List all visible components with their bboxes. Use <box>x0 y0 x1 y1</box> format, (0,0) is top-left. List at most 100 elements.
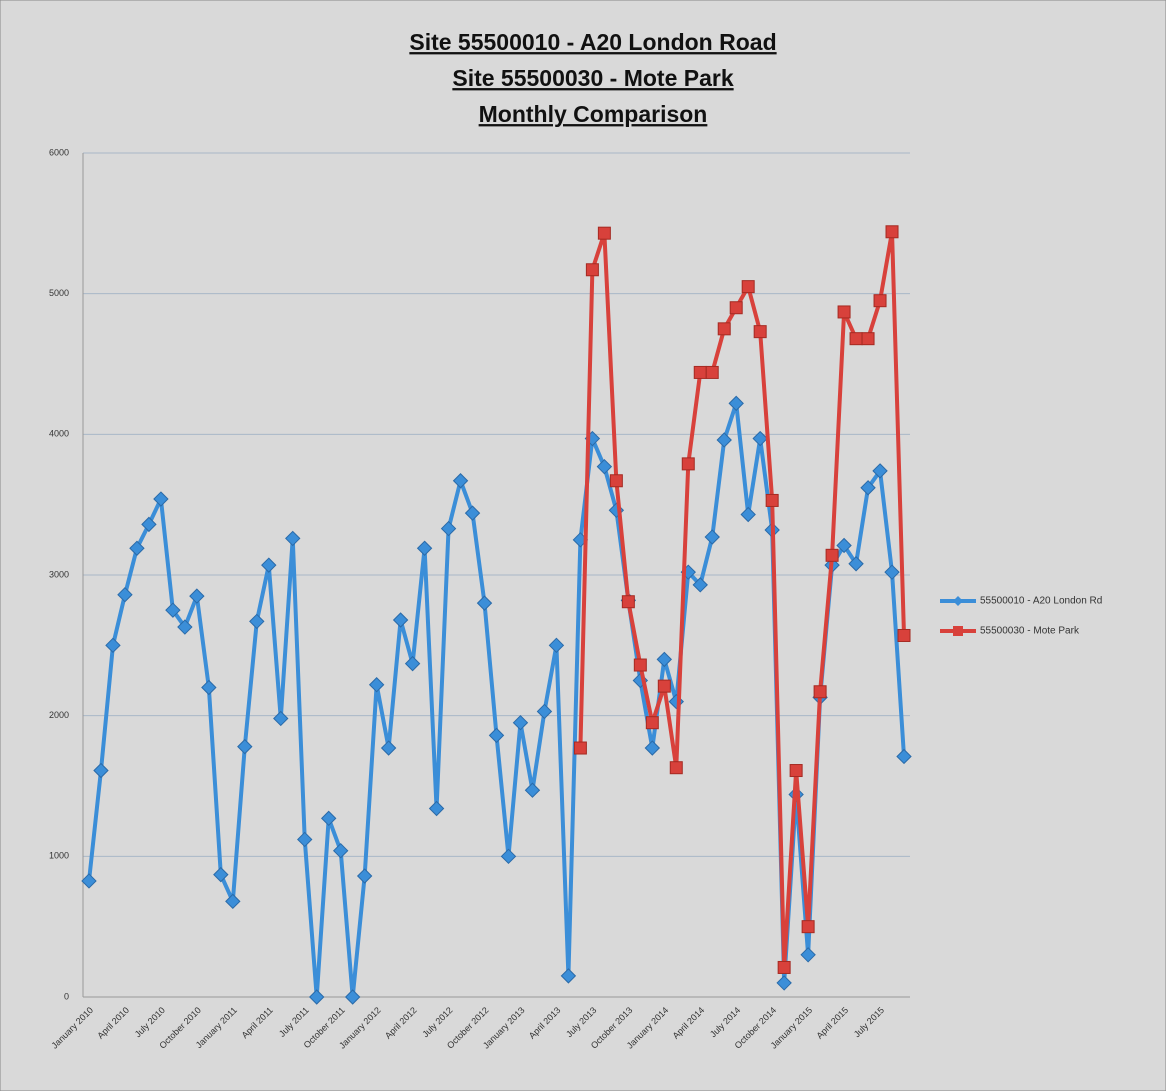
point <box>729 301 743 315</box>
point <box>860 480 876 496</box>
point <box>81 873 97 889</box>
legend-marker <box>953 626 963 636</box>
point <box>885 225 899 239</box>
series-line <box>578 229 907 970</box>
point <box>596 458 613 475</box>
point <box>705 365 719 379</box>
point <box>776 975 792 991</box>
legend-marker <box>953 596 963 606</box>
point <box>837 305 851 319</box>
point <box>644 740 661 756</box>
point <box>380 740 397 756</box>
point <box>249 613 265 630</box>
point <box>297 831 313 848</box>
y-tick-label: 2000 <box>49 710 69 720</box>
point <box>585 263 599 277</box>
point <box>873 294 887 308</box>
point <box>153 491 169 507</box>
point <box>621 595 635 609</box>
point <box>512 714 529 731</box>
point <box>704 529 720 545</box>
point <box>273 710 289 727</box>
chart-title: Monthly Comparison <box>479 101 708 127</box>
point <box>141 516 157 533</box>
point <box>800 947 816 963</box>
point <box>609 474 623 488</box>
point <box>117 586 133 603</box>
point <box>452 473 469 489</box>
point <box>645 716 659 730</box>
chart-title: Site 55500030 - Mote Park <box>452 65 733 91</box>
point <box>789 764 803 778</box>
point <box>669 761 683 775</box>
legend-label: 55500010 - A20 London Rd <box>980 596 1102 607</box>
point <box>692 577 708 593</box>
point <box>597 226 611 240</box>
point <box>165 602 181 618</box>
point <box>368 677 385 693</box>
point <box>741 280 755 294</box>
y-tick-label: 3000 <box>49 569 69 579</box>
point <box>884 564 900 580</box>
point <box>129 540 145 556</box>
point <box>573 741 587 755</box>
point <box>716 432 732 448</box>
point <box>681 457 695 471</box>
point <box>777 960 791 974</box>
point <box>693 365 707 379</box>
y-tick-label: 1000 <box>49 851 69 861</box>
point <box>897 628 911 642</box>
y-tick-label: 5000 <box>49 288 69 298</box>
point <box>105 637 121 654</box>
point <box>356 868 373 884</box>
point <box>213 866 229 883</box>
point <box>225 893 241 910</box>
point <box>633 658 647 672</box>
point <box>801 920 815 934</box>
point <box>848 556 864 572</box>
point <box>344 989 361 1005</box>
point <box>285 530 301 547</box>
point <box>536 703 553 720</box>
point <box>560 968 577 984</box>
point <box>201 679 217 696</box>
chart-title: Site 55500010 - A20 London Road <box>409 29 776 55</box>
point <box>464 505 481 521</box>
point <box>500 848 517 865</box>
point <box>416 540 433 556</box>
point <box>320 810 337 827</box>
point <box>440 520 457 537</box>
point <box>752 430 768 447</box>
point <box>753 325 767 339</box>
point <box>849 332 863 346</box>
point <box>93 762 109 779</box>
point <box>861 332 875 346</box>
point <box>548 637 565 654</box>
legend-label: 55500030 - Mote Park <box>980 626 1080 637</box>
point <box>428 800 445 817</box>
point <box>332 842 349 859</box>
point <box>740 506 756 523</box>
point <box>476 595 493 611</box>
point <box>728 395 744 412</box>
point <box>657 679 671 693</box>
point <box>717 322 731 336</box>
y-tick-label: 0 <box>64 991 69 1001</box>
point <box>656 651 673 668</box>
point <box>177 619 193 635</box>
y-tick-label: 4000 <box>49 429 69 439</box>
point <box>404 655 421 672</box>
point <box>189 588 205 604</box>
point <box>825 548 839 562</box>
point <box>488 727 505 744</box>
point <box>813 685 827 699</box>
point <box>765 493 779 507</box>
point <box>309 989 325 1005</box>
point <box>872 463 888 479</box>
point <box>896 748 912 765</box>
point <box>524 782 541 798</box>
point <box>836 537 852 554</box>
